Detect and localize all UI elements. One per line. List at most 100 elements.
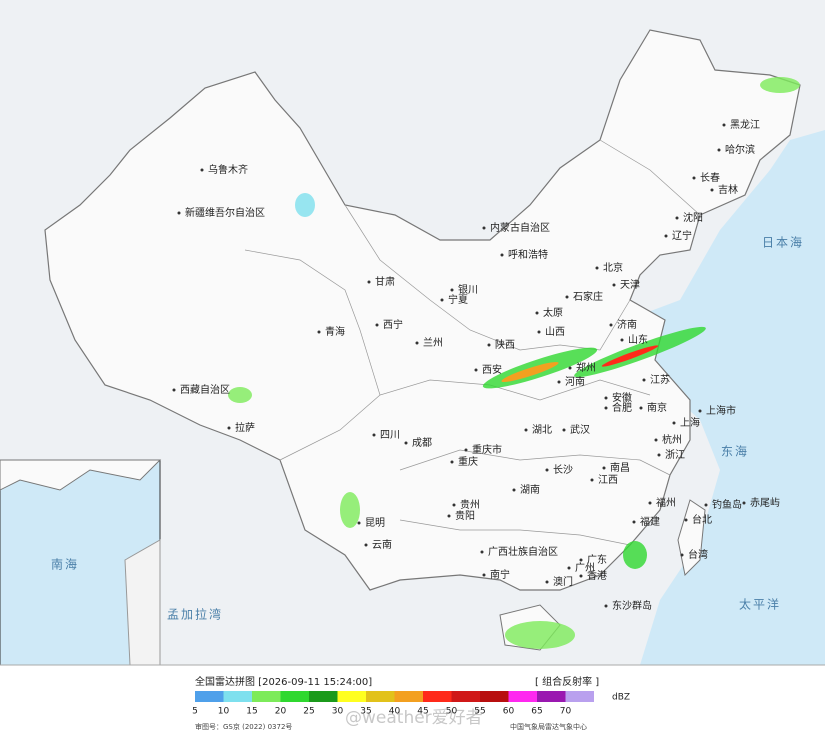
city-dot — [692, 176, 696, 180]
place-label: 重庆市 — [472, 443, 502, 456]
legend-swatch — [366, 691, 395, 702]
city-dot — [710, 188, 714, 192]
city-dot — [535, 311, 539, 315]
city-dot — [482, 573, 486, 577]
place-label: 山东 — [628, 333, 648, 346]
legend-tick-label: 60 — [503, 707, 515, 717]
place-label: 台湾 — [688, 548, 708, 561]
legend-tick-label: 35 — [360, 707, 371, 717]
legend-swatch — [423, 691, 452, 702]
source: 中国气象局雷达气象中心 — [510, 722, 587, 731]
city-dot — [524, 428, 528, 432]
city-dot — [609, 323, 613, 327]
city-dot — [227, 426, 231, 430]
legend-product: [ 组合反射率 ] — [535, 675, 599, 688]
place-label: 青海 — [325, 325, 345, 338]
city-dot — [620, 338, 624, 342]
city-dot — [464, 448, 468, 452]
city-dot — [604, 604, 608, 608]
city-dot — [450, 288, 454, 292]
city-dot — [200, 168, 204, 172]
legend-tick-label: 45 — [417, 707, 428, 717]
legend-swatch — [195, 691, 224, 702]
legend-swatch — [337, 691, 366, 702]
city-dot — [604, 396, 608, 400]
place-label: 贵州 — [460, 498, 480, 511]
city-dot — [565, 295, 569, 299]
legend-swatch — [565, 691, 594, 702]
sea-label: 太平洋 — [739, 597, 781, 612]
place-label: 郑州 — [576, 361, 596, 374]
place-label: 沈阳 — [683, 211, 703, 224]
place-label: 河南 — [565, 375, 585, 388]
place-label: 重庆 — [458, 455, 478, 468]
place-label: 南京 — [647, 401, 667, 414]
place-label: 哈尔滨 — [725, 143, 755, 156]
city-dot — [474, 368, 478, 372]
place-label: 宁夏 — [448, 293, 468, 306]
legend-tick-label: 5 — [192, 707, 198, 717]
place-label: 南昌 — [610, 461, 630, 474]
place-label: 西安 — [482, 363, 502, 376]
city-dot — [590, 478, 594, 482]
city-dot — [595, 266, 599, 270]
legend-tick-label: 10 — [218, 707, 230, 717]
legend-tick-label: 65 — [531, 707, 542, 717]
place-label: 湖南 — [520, 483, 540, 496]
place-label: 兰州 — [423, 336, 443, 349]
place-label: 广州 — [575, 562, 595, 574]
city-dot — [404, 441, 408, 445]
city-dot — [642, 378, 646, 382]
inset-land — [0, 459, 162, 491]
legend-unit: dBZ — [612, 693, 630, 703]
city-dot — [545, 580, 549, 584]
sea — [600, 150, 825, 665]
city-dot — [480, 550, 484, 554]
city-dot — [364, 543, 368, 547]
city-dot — [672, 421, 676, 425]
place-label: 乌鲁木齐 — [208, 163, 248, 176]
place-label: 江苏 — [650, 373, 670, 386]
place-label: 黑龙江 — [730, 118, 760, 131]
place-label: 银川 — [458, 283, 478, 296]
place-label: 安徽 — [612, 391, 632, 404]
place-label: 太原 — [543, 306, 563, 319]
place-label: 江西 — [598, 474, 618, 486]
legend-swatch — [394, 691, 423, 702]
city-dot — [487, 343, 491, 347]
legend-title: 全国雷达拼图 [2026-09-11 15:24:00] — [195, 675, 372, 688]
sea-label: 东海 — [721, 444, 749, 459]
legend-tick-label: 55 — [474, 707, 485, 717]
place-label: 昆明 — [365, 517, 385, 529]
place-label: 天津 — [620, 279, 640, 291]
place-label: 广东 — [587, 553, 607, 566]
legend-tick-label: 30 — [332, 707, 344, 717]
city-dot — [450, 460, 454, 464]
city-dot — [654, 438, 658, 442]
city-dot — [722, 123, 726, 127]
place-label: 长春 — [700, 172, 720, 184]
place-label: 赤尾屿 — [750, 497, 780, 509]
city-dot — [372, 433, 376, 437]
place-label: 贵阳 — [455, 509, 475, 522]
place-label: 广西壮族自治区 — [488, 545, 558, 558]
place-label: 甘肃 — [375, 275, 395, 288]
place-label: 台北 — [692, 513, 712, 526]
place-label: 香港 — [587, 570, 607, 582]
place-label: 辽宁 — [672, 229, 692, 242]
place-label: 石家庄 — [573, 290, 603, 303]
city-dot — [742, 501, 746, 505]
place-label: 济南 — [617, 318, 637, 331]
legend-swatch — [480, 691, 509, 702]
place-label: 呼和浩特 — [508, 249, 548, 261]
legend-swatch — [252, 691, 281, 702]
radar-echoes — [228, 77, 800, 649]
city-dot — [632, 520, 636, 524]
city-dot — [657, 453, 661, 457]
city-dot — [357, 521, 361, 525]
city-dot — [537, 330, 541, 334]
place-label: 浙江 — [665, 449, 685, 461]
place-label: 内蒙古自治区 — [490, 221, 550, 234]
place-label: 南宁 — [490, 568, 510, 581]
city-dot — [717, 148, 721, 152]
